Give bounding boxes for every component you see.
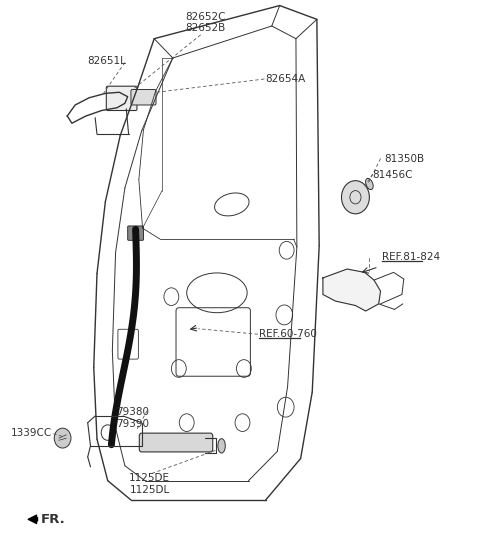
Text: 82654A: 82654A [266, 74, 306, 84]
Circle shape [341, 181, 370, 214]
Text: 81456C: 81456C [372, 170, 413, 180]
Text: 79380
79390: 79380 79390 [117, 407, 150, 429]
FancyBboxPatch shape [139, 433, 213, 452]
Text: 82651L: 82651L [87, 56, 126, 66]
Text: 82652C
82652B: 82652C 82652B [185, 12, 226, 33]
Text: FR.: FR. [41, 513, 66, 526]
FancyBboxPatch shape [106, 86, 137, 110]
Ellipse shape [218, 439, 225, 453]
Polygon shape [323, 269, 381, 311]
Text: REF.81-824: REF.81-824 [382, 252, 440, 262]
Text: 1339CC: 1339CC [11, 427, 52, 437]
Text: 1125DE
1125DL: 1125DE 1125DL [129, 473, 170, 495]
Circle shape [54, 428, 71, 448]
FancyBboxPatch shape [131, 89, 156, 105]
Text: 81350B: 81350B [384, 153, 424, 163]
FancyBboxPatch shape [128, 226, 144, 240]
Text: REF.60-760: REF.60-760 [259, 329, 317, 339]
Ellipse shape [366, 179, 373, 190]
